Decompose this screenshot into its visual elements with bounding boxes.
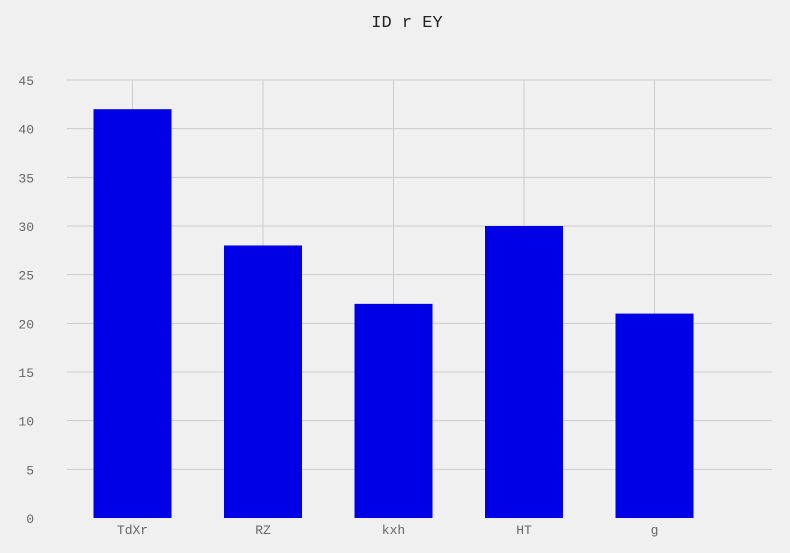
x-tick-label: g <box>651 523 659 538</box>
chart-title: ID r EY <box>371 14 443 33</box>
y-tick-label: 25 <box>18 269 34 284</box>
y-tick-label: 10 <box>18 415 34 430</box>
y-tick-label: 35 <box>18 171 34 186</box>
y-tick-label: 30 <box>18 220 34 235</box>
bar-HT <box>485 226 563 518</box>
x-tick-label: HT <box>516 523 532 538</box>
y-tick-label: 0 <box>26 512 34 527</box>
y-tick-label: 5 <box>26 463 34 478</box>
x-tick-label: TdXr <box>117 523 148 538</box>
x-tick-label: RZ <box>255 523 271 538</box>
bar-g <box>615 313 694 518</box>
y-tick-label: 45 <box>18 74 34 89</box>
x-tick-label: kxh <box>382 523 405 538</box>
y-tick-label: 20 <box>18 317 34 332</box>
y-tick-label: 40 <box>18 123 34 138</box>
bar-TdXr <box>93 109 172 518</box>
bar-kxh <box>354 303 433 518</box>
y-tick-label: 15 <box>18 366 34 381</box>
bar-RZ <box>224 245 302 518</box>
